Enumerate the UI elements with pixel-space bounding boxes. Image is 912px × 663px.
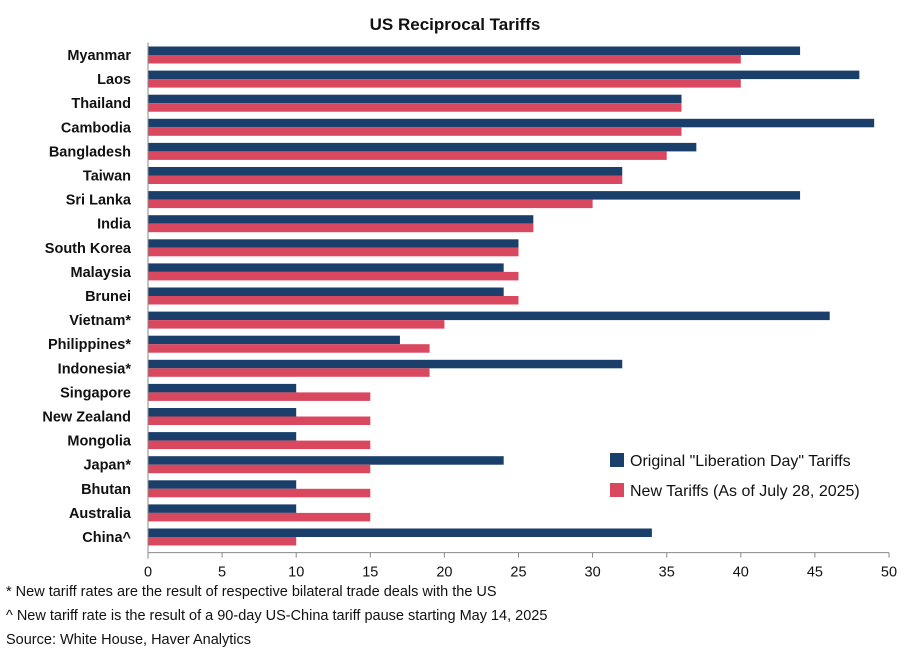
bar-new-bangladesh [148,151,667,160]
x-tick-label: 25 [510,565,526,581]
bar-original-laos [148,70,860,80]
category-label: Australia [69,506,132,522]
bar-new-philippines [148,344,430,353]
bar-new-taiwan [148,175,623,184]
category-label: New Zealand [42,410,131,426]
bar-original-singapore [148,383,297,393]
bar-original-myanmar [148,46,801,55]
bar-new-vietnam [148,320,445,329]
legend-swatch-original [610,453,624,467]
x-tick-label: 5 [218,565,226,581]
category-label: Japan* [83,458,131,474]
bar-new-south-korea [148,247,519,257]
footnote-china-pause: ^ New tariff rate is the result of a 90-… [6,608,548,624]
x-tick-label: 10 [288,565,304,581]
legend-label-new: New Tariffs (As of July 28, 2025) [630,483,860,500]
bar-original-china [148,528,652,537]
bar-original-malaysia [148,263,504,272]
category-label: Singapore [60,385,131,401]
bar-original-sri-lanka [148,191,801,200]
category-label: Malaysia [71,265,132,281]
bar-new-malaysia [148,271,519,281]
category-label: Indonesia* [58,361,132,377]
bar-new-india [148,223,534,233]
bar-original-south-korea [148,239,519,248]
bar-new-bhutan [148,488,371,498]
category-label: South Korea [45,241,132,257]
x-tick-label: 35 [659,565,675,581]
category-label: Sri Lanka [66,193,132,209]
bar-new-myanmar [148,55,741,64]
bar-new-singapore [148,392,371,401]
category-label: Philippines* [48,337,131,353]
bar-original-taiwan [148,167,623,176]
bar-new-japan [148,464,371,474]
bar-original-brunei [148,287,504,296]
category-label: Mongolia [67,434,132,450]
bar-original-bangladesh [148,142,697,152]
category-label: Brunei [85,289,131,305]
bar-original-vietnam [148,311,830,321]
bar-new-australia [148,512,371,522]
x-tick-label: 50 [881,565,897,581]
bar-original-japan [148,456,504,465]
category-labels: Myanmar Laos Thailand Cambodia Bangladesh Tai… [42,48,132,546]
bar-original-philippines [148,335,400,345]
category-label: Bhutan [81,482,131,498]
category-label: Thailand [71,96,131,112]
legend-label-original: Original "Liberation Day" Tariffs [630,453,851,470]
category-label: Taiwan [83,169,131,185]
bar-new-china [148,537,297,546]
category-label: Myanmar [67,48,131,64]
bar-original-bhutan [148,480,297,489]
x-tick-label: 0 [144,565,152,581]
category-label: Cambodia [61,120,132,136]
bars-layer [148,46,875,546]
bar-original-mongolia [148,432,297,441]
bar-new-cambodia [148,127,682,136]
x-tick-label: 45 [807,565,823,581]
category-label: India [97,217,132,233]
bar-original-new-zealand [148,408,297,417]
bar-original-australia [148,504,297,513]
x-tick-label: 40 [733,565,749,581]
x-tick-label: 15 [362,565,378,581]
source-note: Source: White House, Haver Analytics [6,632,251,648]
bar-new-new-zealand [148,416,371,425]
bar-new-mongolia [148,440,371,450]
bar-new-sri-lanka [148,199,593,209]
bar-original-cambodia [148,118,875,128]
bar-original-india [148,215,534,224]
category-label: Laos [97,72,131,88]
bar-original-indonesia [148,359,623,369]
legend-swatch-new [610,483,624,497]
category-label: China^ [82,530,131,546]
bar-original-thailand [148,94,682,104]
bar-new-indonesia [148,368,430,377]
x-tick-label: 30 [585,565,601,581]
bar-new-laos [148,79,741,88]
bar-new-brunei [148,296,519,305]
chart-title: US Reciprocal Tariffs [370,15,541,34]
x-axis: 0 5 10 15 20 25 30 35 40 45 50 [144,42,897,581]
bar-new-thailand [148,103,682,112]
x-tick-label: 20 [436,565,452,581]
legend: Original "Liberation Day" Tariffs New Ta… [610,453,860,500]
footnote-bilateral-deals: * New tariff rates are the result of res… [6,584,497,600]
category-label: Vietnam* [69,313,131,329]
tariff-bar-chart: US Reciprocal Tariffs Myanmar Laos Thailan… [42,15,897,581]
category-label: Bangladesh [49,144,131,160]
